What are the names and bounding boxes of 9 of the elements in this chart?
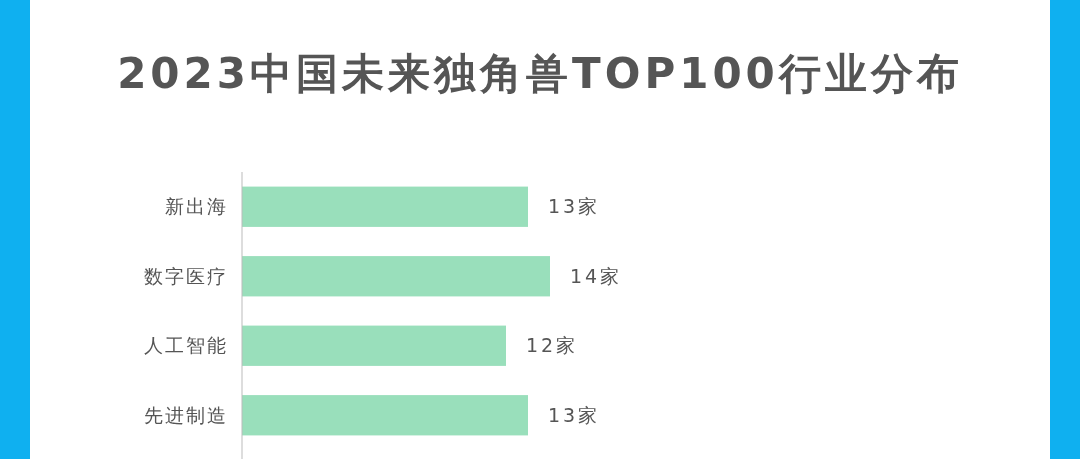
- data-label: 14家: [570, 264, 623, 287]
- y-tick-label: 数字医疗: [144, 264, 228, 287]
- y-tick-label: 人工智能: [144, 334, 228, 357]
- data-label: 13家: [548, 403, 601, 426]
- data-label: 13家: [548, 195, 601, 218]
- y-tick-label: 新出海: [165, 195, 228, 218]
- y-tick-label: 先进制造: [144, 403, 228, 426]
- chart-title: 2023中国未来独角兽TOP100行业分布: [117, 49, 963, 98]
- data-label: 12家: [526, 334, 579, 357]
